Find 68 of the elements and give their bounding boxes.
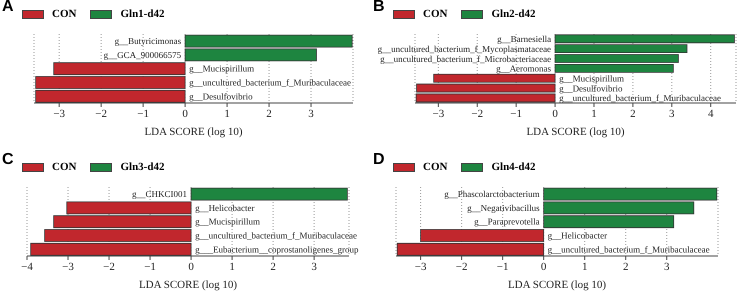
x-tick-label: −3 xyxy=(62,260,74,273)
y-tick-label: g__Butyricimonas xyxy=(114,36,182,46)
legend-label: CON xyxy=(423,8,448,20)
legend-label: Gln4-d42 xyxy=(491,161,536,173)
x-tick-label: 1 xyxy=(224,108,230,120)
x-axis-title: LDA SCORE (log 10) xyxy=(526,126,625,138)
chart-title: C xyxy=(2,151,14,169)
y-tick-label: g__Mucispirillum xyxy=(189,64,254,74)
y-tick-label: g__Phascolarctobacterium xyxy=(444,189,540,200)
legend-label: Gln3-d42 xyxy=(120,161,164,173)
x-tick-label: −1 xyxy=(137,108,149,120)
legend-label: CON xyxy=(423,161,448,173)
y-tick-label: g__Mucispirillum xyxy=(559,74,624,84)
y-tick-label: g___Eubacterium__coprostanoligenes_group xyxy=(195,244,360,254)
chart-title: D xyxy=(373,151,385,169)
x-tick-label: 1 xyxy=(591,108,597,120)
x-tick-label: 1 xyxy=(229,260,235,273)
x-tick-label: −2 xyxy=(456,260,468,273)
x-tick-label: −3 xyxy=(53,108,66,120)
x-axis-title: LDA SCORE (log 10) xyxy=(138,279,238,291)
x-tick-label: 2 xyxy=(270,260,276,273)
x-tick-label: 3 xyxy=(664,260,670,273)
x-tick-label: 3 xyxy=(308,108,314,120)
x-tick-label: 0 xyxy=(188,260,194,273)
y-tick-label: g__Helicobacter xyxy=(548,230,608,240)
y-tick-label: g__uncultured_bacterium_f_Microbacteriaceae xyxy=(380,54,552,64)
x-tick-label: 2 xyxy=(630,108,636,120)
y-tick-label: g__uncultured_bacterium_f_Muribaculaceae xyxy=(548,244,710,254)
y-tick-label: g__uncultured_bacterium_f_Muribaculaceae xyxy=(559,93,722,104)
y-tick-label: g__Paraprevotella xyxy=(474,216,540,227)
chart-title: B xyxy=(373,0,385,16)
x-tick-label: −2 xyxy=(95,108,108,120)
legend-label: Gln2-d42 xyxy=(491,8,536,20)
x-axis-title: LDA SCORE (log 10) xyxy=(508,279,606,291)
y-tick-label: g__uncultured_bacterium_f_Muribaculaceae xyxy=(189,77,352,88)
y-tick-label: g__Helicobacter xyxy=(195,202,255,213)
legend-label: Gln1-d42 xyxy=(120,8,164,20)
y-tick-label: g__Desulfovibrio xyxy=(559,83,624,94)
chart-title: A xyxy=(2,0,14,16)
y-tick-label: g__Aeromonas xyxy=(496,64,552,74)
x-tick-label: 2 xyxy=(622,260,628,273)
y-tick-label: g__uncultured_bacterium_f_Mycoplasmataceae xyxy=(378,44,552,54)
x-tick-label: −1 xyxy=(496,260,509,273)
x-tick-label: −3 xyxy=(414,260,427,273)
x-tick-label: 0 xyxy=(540,260,547,273)
x-tick-label: −4 xyxy=(21,260,34,273)
x-axis-title: LDA SCORE (log 10) xyxy=(144,126,243,138)
x-tick-label: −2 xyxy=(103,260,115,273)
y-tick-label: g__GCA_900066575 xyxy=(104,50,182,60)
x-tick-label: 0 xyxy=(552,108,558,120)
x-tick-label: −3 xyxy=(432,108,445,120)
x-tick-label: −2 xyxy=(471,108,484,120)
x-tick-label: 2 xyxy=(266,108,272,120)
x-tick-label: 3 xyxy=(311,260,318,273)
y-tick-label: g__uncultured_bacterium_f_Muribaculaceae xyxy=(195,230,358,240)
x-tick-label: 1 xyxy=(582,260,588,273)
y-tick-label: g__Negativibacillus xyxy=(467,202,540,213)
legend-label: CON xyxy=(52,161,76,173)
y-tick-label: g__CHKCI001 xyxy=(132,189,188,200)
x-tick-label: 0 xyxy=(182,108,188,120)
x-tick-label: −1 xyxy=(144,260,156,273)
y-tick-label: g__Barnesiella xyxy=(497,34,552,44)
y-tick-label: g__Mucispirillum xyxy=(195,216,260,227)
legend-label: CON xyxy=(52,8,76,20)
y-tick-label: g__Desulfovibrio xyxy=(189,91,254,102)
x-tick-label: 4 xyxy=(708,108,714,120)
x-tick-label: −1 xyxy=(510,108,522,120)
x-tick-label: 3 xyxy=(669,108,676,120)
